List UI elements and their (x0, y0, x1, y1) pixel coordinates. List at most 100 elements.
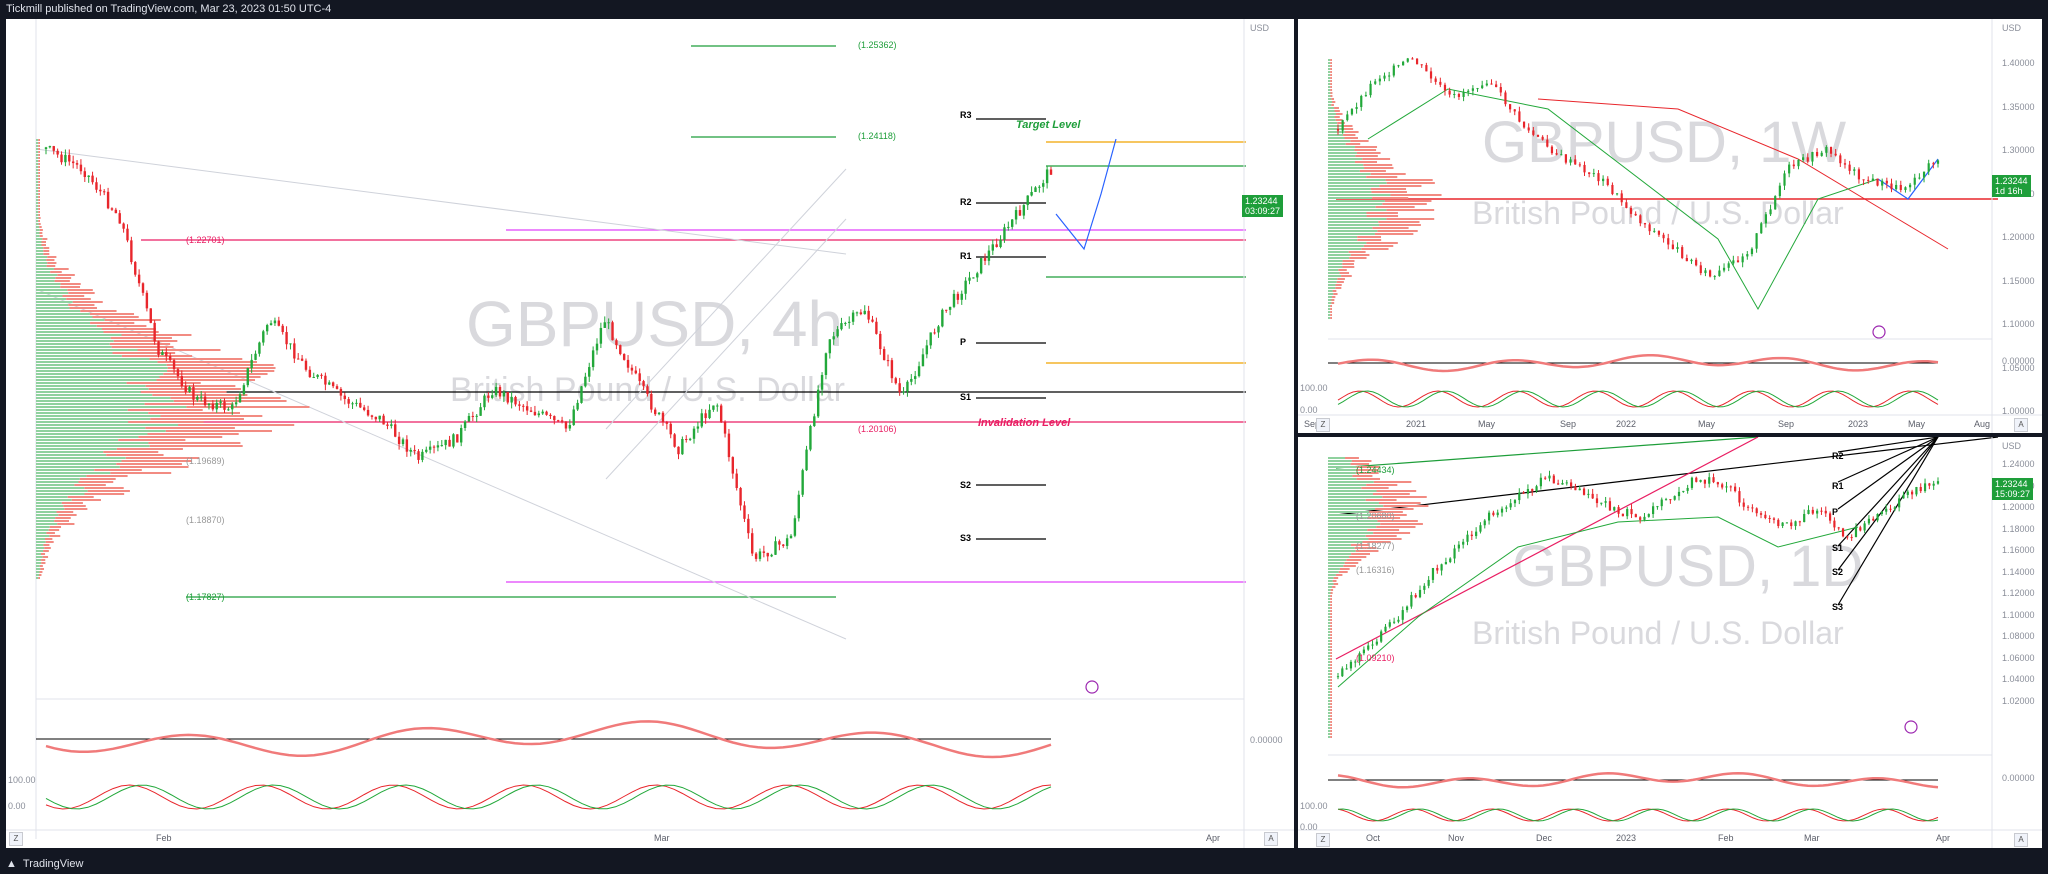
candle (145, 292, 149, 309)
volume-profile-bar (1330, 625, 1332, 627)
volume-profile-bar (1328, 110, 1335, 112)
candle (459, 427, 463, 443)
volume-profile-bar (1330, 74, 1332, 76)
zoom-button[interactable]: Z (9, 832, 23, 846)
volume-profile-bar (1328, 688, 1331, 690)
auto-scale-button[interactable]: A (2014, 833, 2028, 847)
volume-profile-bar (1328, 164, 1364, 166)
candle (79, 164, 83, 172)
candle (1742, 502, 1745, 507)
volume-profile-bar (109, 343, 171, 345)
volume-profile-bar (1328, 664, 1331, 666)
tradingview-logo-icon[interactable]: ▲ (6, 858, 17, 870)
volume-profile-bar (1330, 317, 1332, 319)
volume-profile-bar (36, 445, 150, 447)
pivot-s2: S2 (1832, 567, 1844, 577)
price-chart-1w[interactable] (1298, 19, 2042, 433)
candle (762, 551, 766, 553)
stochastic-line (1337, 390, 1939, 408)
chart-pane-1d[interactable]: GBPUSD, 1D British Pound / U.S. Dollar U… (1298, 437, 2042, 848)
candle (1759, 513, 1763, 515)
zoom-button[interactable]: Z (1316, 418, 1330, 432)
pivot-r3: R3 (960, 110, 972, 120)
price-tick: 1.40000 (2002, 58, 2035, 68)
publish-header: Tickmill published on TradingView.com, M… (6, 3, 332, 15)
volume-profile-bar (1330, 682, 1332, 684)
candle (840, 323, 843, 330)
candle (1030, 191, 1033, 196)
candle (1569, 159, 1572, 163)
volume-profile-bar (36, 529, 49, 531)
volume-profile-bar (1330, 637, 1332, 639)
zoom-button[interactable]: Z (1316, 833, 1330, 847)
volume-profile-bar (38, 142, 40, 144)
candle (1457, 544, 1460, 549)
candle (1014, 210, 1018, 220)
pivot-s2: S2 (960, 480, 972, 490)
volume-profile-bar (43, 253, 50, 255)
volume-profile-bar (111, 346, 174, 348)
volume-profile-bar (36, 556, 43, 558)
candle (844, 322, 847, 324)
time-label: Mar (654, 833, 670, 843)
volume-profile-bar (36, 538, 45, 540)
volume-profile-bar (36, 268, 54, 270)
candle (1588, 172, 1591, 174)
candle (1378, 78, 1381, 82)
candle (1734, 486, 1737, 492)
volume-profile-bar (1375, 206, 1415, 208)
volume-profile-bar (39, 226, 42, 228)
volume-profile-bar (1377, 520, 1418, 522)
candle (700, 413, 703, 427)
candle (1716, 482, 1719, 485)
candle (71, 161, 75, 164)
volume-profile-bar (36, 412, 149, 414)
candle (1718, 270, 1721, 277)
volume-profile-bar (1361, 487, 1389, 489)
candle (599, 327, 603, 344)
volume-profile-bar (1330, 706, 1332, 708)
volume-profile-bar (1328, 628, 1331, 630)
volume-profile-bar (1339, 568, 1350, 570)
invalidation-level-label: Invalidation Level (978, 417, 1071, 429)
volume-profile-bar (1330, 694, 1332, 696)
candle (440, 445, 443, 447)
price-tick: 1.00000 (2002, 406, 2035, 416)
candle (774, 541, 777, 555)
price-tick: 1.08000 (2002, 631, 2035, 641)
candle (770, 554, 773, 557)
price-tick: 1.18000 (2002, 523, 2035, 534)
volume-profile-bar (1372, 227, 1409, 229)
volume-profile-bar (49, 535, 61, 537)
candle (1677, 491, 1681, 497)
candle (1839, 155, 1842, 164)
chart-pane-1w[interactable]: GBPUSD, 1W British Pound / U.S. Dollar U… (1298, 19, 2042, 433)
volume-profile-bar (89, 313, 135, 315)
price-chart-1d[interactable] (1298, 437, 2042, 848)
candle (875, 321, 878, 334)
candle (1932, 163, 1935, 165)
candle (250, 359, 253, 369)
volume-profile-bar (1328, 553, 1352, 555)
volume-profile-bar (39, 232, 43, 234)
price-chart-4h[interactable] (6, 19, 1294, 848)
volume-profile-bar (1330, 77, 1332, 79)
volume-profile-bar (1328, 236, 1358, 238)
candle (1778, 185, 1781, 197)
candle (952, 293, 956, 307)
candle (1669, 499, 1672, 501)
volume-profile-bar (56, 511, 74, 513)
candle (487, 395, 490, 398)
volume-profile-bar (1330, 640, 1332, 642)
currency-label: USD (2002, 441, 2022, 451)
chart-pane-4h[interactable]: GBPUSD, 4h British Pound / U.S. Dollar U… (6, 19, 1294, 848)
candle (642, 381, 645, 387)
candle (1811, 509, 1814, 514)
volume-profile-bar (1328, 532, 1374, 534)
volume-profile-bar (84, 493, 125, 495)
candle (1673, 496, 1676, 500)
candle (1802, 157, 1805, 160)
auto-scale-button[interactable]: A (1264, 832, 1278, 846)
auto-scale-button[interactable]: A (2014, 418, 2028, 432)
volume-profile-bar (1328, 547, 1355, 549)
